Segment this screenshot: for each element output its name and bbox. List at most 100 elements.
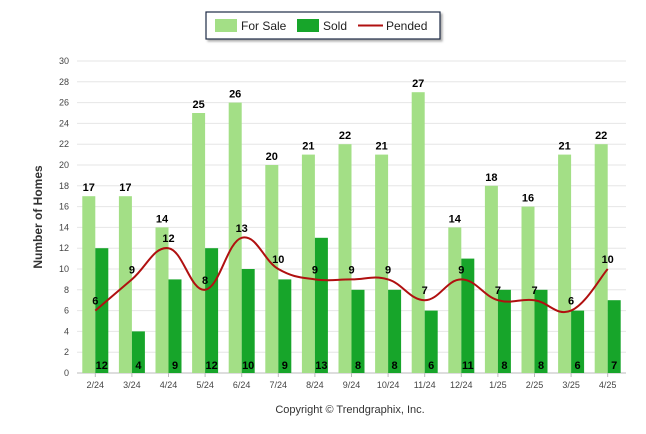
- y-tick-label: 24: [59, 118, 69, 128]
- bar-sold: [278, 279, 292, 373]
- bar-sold: [95, 248, 109, 373]
- data-label-pended: 10: [602, 254, 614, 266]
- x-tick-label: 2/25: [526, 380, 544, 390]
- data-label-pended: 6: [568, 296, 574, 308]
- data-label-sold: 6: [428, 360, 434, 372]
- x-tick-label: 8/24: [306, 380, 324, 390]
- x-tick-label: 5/24: [196, 380, 214, 390]
- legend-label-for-sale: For Sale: [241, 19, 287, 33]
- legend: For Sale Sold Pended: [205, 11, 441, 40]
- data-label-sold: 8: [538, 360, 544, 372]
- data-label-for-sale: 21: [302, 141, 314, 153]
- bar-sold: [388, 289, 402, 373]
- legend-label-sold: Sold: [323, 19, 347, 33]
- data-label-sold: 11: [462, 360, 474, 372]
- bar-sold: [241, 269, 255, 373]
- x-tick-label: 9/24: [343, 380, 361, 390]
- bar-for-sale: [155, 227, 169, 373]
- bar-for-sale: [594, 144, 608, 373]
- data-label-pended: 7: [422, 285, 428, 297]
- data-label-for-sale: 17: [83, 182, 95, 194]
- bar-sold: [314, 237, 328, 373]
- data-label-sold: 8: [355, 360, 361, 372]
- y-tick-label: 4: [64, 326, 69, 336]
- bar-for-sale: [338, 144, 352, 373]
- y-tick-label: 0: [64, 368, 69, 378]
- bar-sold: [168, 279, 182, 373]
- data-label-for-sale: 22: [339, 130, 351, 142]
- data-label-for-sale: 22: [595, 130, 607, 142]
- bar-for-sale: [265, 165, 279, 373]
- data-label-sold: 10: [242, 360, 254, 372]
- x-tick-label: 11/24: [414, 380, 436, 390]
- data-label-sold: 9: [172, 360, 178, 372]
- data-label-pended: 7: [495, 285, 501, 297]
- y-tick-label: 22: [59, 139, 69, 149]
- bar-for-sale: [301, 154, 315, 373]
- data-label-for-sale: 20: [266, 151, 278, 163]
- bar-sold: [351, 289, 365, 373]
- data-label-sold: 6: [575, 360, 581, 372]
- bar-for-sale: [411, 92, 425, 373]
- data-label-for-sale: 14: [156, 213, 169, 225]
- bar-for-sale: [558, 154, 572, 373]
- bar-sold: [497, 289, 511, 373]
- bar-sold: [534, 289, 548, 373]
- data-label-pended: 10: [272, 254, 284, 266]
- y-tick-label: 28: [59, 77, 69, 87]
- y-tick-label: 2: [64, 347, 69, 357]
- data-label-for-sale: 16: [522, 193, 534, 205]
- data-label-pended: 9: [385, 264, 391, 276]
- x-tick-label: 1/25: [489, 380, 507, 390]
- data-label-sold: 7: [611, 360, 617, 372]
- y-tick-label: 18: [59, 181, 69, 191]
- y-tick-label: 30: [59, 56, 69, 66]
- bar-sold: [131, 331, 145, 373]
- bar-for-sale: [484, 185, 498, 373]
- plot-area: 02468101214161820222426283017122/241743/…: [59, 56, 626, 390]
- bar-sold: [461, 258, 475, 373]
- copyright-text: Copyright © Trendgraphix, Inc.: [275, 404, 424, 416]
- x-tick-label: 3/25: [562, 380, 580, 390]
- data-label-for-sale: 26: [229, 89, 241, 101]
- bar-sold: [607, 300, 621, 373]
- data-label-for-sale: 18: [485, 172, 497, 184]
- legend-box: [205, 11, 441, 40]
- y-tick-label: 6: [64, 306, 69, 316]
- bar-for-sale: [521, 206, 535, 373]
- data-label-sold: 8: [392, 360, 398, 372]
- data-label-for-sale: 25: [192, 99, 204, 111]
- data-label-pended: 8: [202, 275, 208, 287]
- bar-for-sale: [375, 154, 389, 373]
- bar-for-sale: [192, 113, 206, 373]
- line-pended: [94, 236, 609, 314]
- y-tick-label: 26: [59, 98, 69, 108]
- legend-swatch-for-sale: [215, 19, 237, 32]
- legend-swatch-sold: [297, 19, 319, 32]
- y-tick-label: 8: [64, 285, 69, 295]
- x-tick-label: 7/24: [270, 380, 288, 390]
- x-tick-label: 4/24: [160, 380, 178, 390]
- x-tick-label: 3/24: [123, 380, 141, 390]
- data-label-sold: 8: [501, 360, 507, 372]
- data-label-pended: 9: [312, 264, 318, 276]
- data-label-sold: 4: [135, 360, 142, 372]
- data-label-sold: 13: [315, 360, 327, 372]
- x-tick-label: 6/24: [233, 380, 251, 390]
- x-tick-label: 10/24: [377, 380, 400, 390]
- data-label-pended: 9: [348, 264, 354, 276]
- data-label-sold: 12: [205, 360, 217, 372]
- data-label-for-sale: 21: [375, 141, 387, 153]
- data-label-pended: 13: [236, 223, 248, 235]
- bar-sold: [424, 310, 438, 373]
- data-label-sold: 9: [282, 360, 288, 372]
- y-tick-label: 14: [59, 222, 69, 232]
- y-tick-label: 16: [59, 202, 69, 212]
- data-label-for-sale: 27: [412, 78, 424, 90]
- data-label-for-sale: 17: [119, 182, 131, 194]
- data-label-sold: 12: [96, 360, 108, 372]
- y-tick-label: 20: [59, 160, 69, 170]
- data-label-pended: 6: [92, 296, 98, 308]
- y-axis-title: Number of Homes: [31, 165, 45, 269]
